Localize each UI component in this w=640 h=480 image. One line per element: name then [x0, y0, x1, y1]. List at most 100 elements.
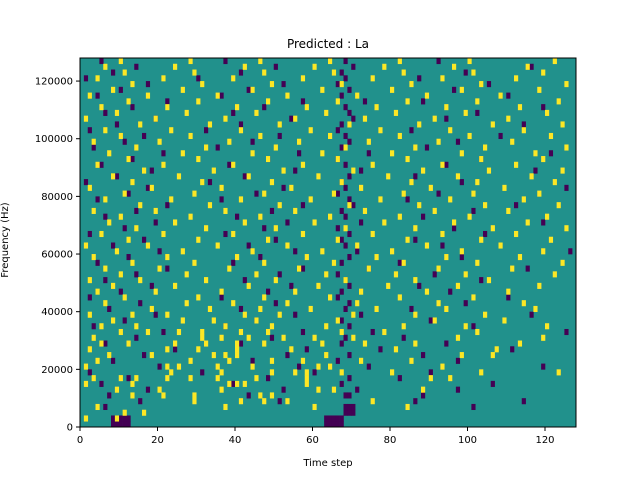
- x-tick-label: 20: [151, 435, 164, 446]
- heatmap-cell-high: [266, 98, 271, 105]
- heatmap-cell-low: [293, 167, 298, 174]
- heatmap-cell-low: [525, 265, 530, 272]
- y-tick-label: 60000: [41, 250, 73, 261]
- heatmap-cell-low: [359, 219, 364, 226]
- heatmap-cell-high: [188, 357, 193, 364]
- heatmap-cell-high: [331, 190, 337, 197]
- heatmap-cell-low: [91, 323, 96, 330]
- heatmap-cell-high: [200, 334, 205, 341]
- heatmap-cell-high: [188, 132, 193, 140]
- heatmap-cell-low: [122, 415, 127, 422]
- heatmap-cell-high: [130, 392, 135, 399]
- heatmap-cell-high: [448, 375, 453, 382]
- heatmap-cell-high: [169, 196, 174, 203]
- heatmap-cell-low: [366, 363, 371, 370]
- heatmap-cell-high: [99, 323, 104, 330]
- heatmap-cell-low: [347, 352, 352, 359]
- heatmap-cell-high: [262, 398, 267, 405]
- heatmap-cell-high: [134, 323, 139, 330]
- heatmap-cell-low: [273, 63, 278, 70]
- heatmap-cell-high: [440, 161, 445, 168]
- heatmap-cell-high: [169, 369, 174, 376]
- heatmap-cell-high: [192, 190, 197, 197]
- heatmap-cell-high: [176, 328, 182, 336]
- heatmap-cell-low: [118, 421, 123, 428]
- heatmap-cell-high: [242, 219, 247, 226]
- heatmap-cell-low: [471, 403, 476, 411]
- heatmap-cell-low: [118, 415, 123, 422]
- x-tick-label: 80: [384, 435, 397, 446]
- heatmap-cell-low: [114, 421, 120, 428]
- heatmap-cell-high: [467, 213, 472, 220]
- heatmap-cell-low: [335, 127, 340, 134]
- heatmap-cell-high: [382, 63, 387, 70]
- heatmap-cell-high: [320, 248, 325, 255]
- heatmap-cell-low: [157, 248, 162, 255]
- heatmap-cell-low: [246, 392, 251, 399]
- heatmap-cell-high: [83, 380, 89, 387]
- heatmap-cell-high: [490, 352, 495, 359]
- heatmap-cell-low: [568, 248, 573, 255]
- heatmap-cell-high: [173, 63, 178, 70]
- heatmap-cell-high: [405, 403, 410, 411]
- heatmap-cell-high: [304, 369, 309, 376]
- heatmap-cell-high: [393, 271, 399, 278]
- heatmap-cell-high: [556, 369, 561, 376]
- heatmap-cell-high: [517, 254, 523, 261]
- heatmap-cell-high: [138, 121, 143, 128]
- heatmap-cell-low: [351, 409, 356, 416]
- heatmap-cell-high: [204, 225, 209, 232]
- heatmap-cell-high: [192, 69, 197, 76]
- heatmap-cell-high: [370, 230, 375, 238]
- heatmap-cell-high: [204, 277, 209, 284]
- heatmap-cell-low: [471, 323, 476, 330]
- heatmap-cell-high: [176, 363, 182, 370]
- heatmap-cell-high: [227, 357, 232, 364]
- heatmap-cell-high: [173, 340, 178, 347]
- x-tick-label: 40: [229, 435, 242, 446]
- heatmap-cell-low: [95, 196, 100, 203]
- heatmap-cell-low: [266, 288, 271, 295]
- heatmap-cell-high: [486, 167, 492, 174]
- heatmap-cell-high: [250, 150, 255, 157]
- heatmap-cell-high: [548, 132, 554, 140]
- heatmap-cell-high: [343, 225, 348, 232]
- heatmap-cell-high: [351, 334, 356, 341]
- plot-area: [79, 57, 577, 428]
- heatmap-cell-low: [103, 213, 108, 220]
- heatmap-cell-low: [436, 190, 441, 197]
- heatmap-cell-high: [328, 294, 333, 301]
- heatmap-cell-high: [421, 167, 426, 174]
- heatmap-cell-high: [130, 179, 135, 186]
- heatmap-cell-high: [312, 63, 317, 70]
- heatmap-cell-low: [351, 63, 356, 70]
- heatmap-cell-high: [231, 161, 236, 168]
- heatmap-cell-high: [153, 288, 158, 295]
- heatmap-cell-high: [320, 340, 325, 347]
- heatmap-cell-high: [165, 363, 170, 370]
- heatmap-cell-high: [215, 92, 220, 99]
- heatmap-cell-high: [269, 392, 275, 399]
- heatmap-cell-high: [308, 196, 313, 203]
- heatmap-cell-low: [413, 236, 418, 243]
- heatmap-cell-high: [382, 328, 387, 336]
- heatmap-cell-high: [362, 207, 368, 214]
- heatmap-cell-high: [149, 352, 154, 359]
- heatmap-cell-high: [471, 190, 476, 197]
- heatmap-cell-low: [130, 104, 135, 111]
- heatmap-cell-low: [421, 352, 426, 359]
- heatmap-cell-low: [355, 386, 360, 393]
- heatmap-cell-high: [533, 305, 538, 312]
- heatmap-cell-low: [95, 92, 100, 99]
- heatmap-cell-low: [215, 144, 220, 151]
- heatmap-cell-high: [273, 144, 278, 151]
- heatmap-cell-high: [188, 213, 193, 220]
- heatmap-cell-high: [107, 352, 112, 359]
- heatmap-cell-high: [335, 156, 340, 163]
- heatmap-cell-high: [258, 305, 263, 312]
- heatmap-cell-high: [517, 340, 523, 347]
- heatmap-cell-high: [235, 104, 240, 111]
- heatmap-cell-high: [293, 288, 298, 295]
- heatmap-cell-high: [490, 121, 495, 128]
- heatmap-cell-high: [87, 311, 92, 318]
